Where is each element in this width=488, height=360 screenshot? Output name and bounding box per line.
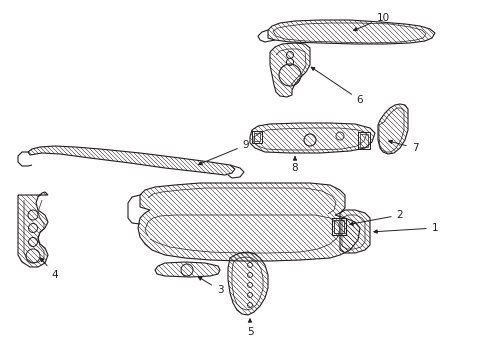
Polygon shape bbox=[28, 146, 235, 175]
Text: 3: 3 bbox=[198, 277, 223, 295]
Polygon shape bbox=[267, 20, 434, 44]
Polygon shape bbox=[377, 104, 407, 154]
Text: 5: 5 bbox=[246, 319, 253, 337]
Text: 8: 8 bbox=[291, 157, 298, 173]
Polygon shape bbox=[138, 183, 359, 261]
Polygon shape bbox=[269, 43, 309, 97]
Text: 9: 9 bbox=[198, 140, 249, 165]
Polygon shape bbox=[155, 262, 220, 277]
Polygon shape bbox=[18, 192, 48, 267]
Text: 6: 6 bbox=[310, 67, 363, 105]
Text: 1: 1 bbox=[373, 223, 437, 233]
Polygon shape bbox=[227, 252, 267, 315]
Text: 10: 10 bbox=[353, 13, 389, 31]
Text: 4: 4 bbox=[41, 258, 58, 280]
Text: 7: 7 bbox=[388, 140, 417, 153]
Text: 2: 2 bbox=[349, 210, 403, 225]
Polygon shape bbox=[249, 123, 374, 153]
Polygon shape bbox=[339, 210, 369, 253]
